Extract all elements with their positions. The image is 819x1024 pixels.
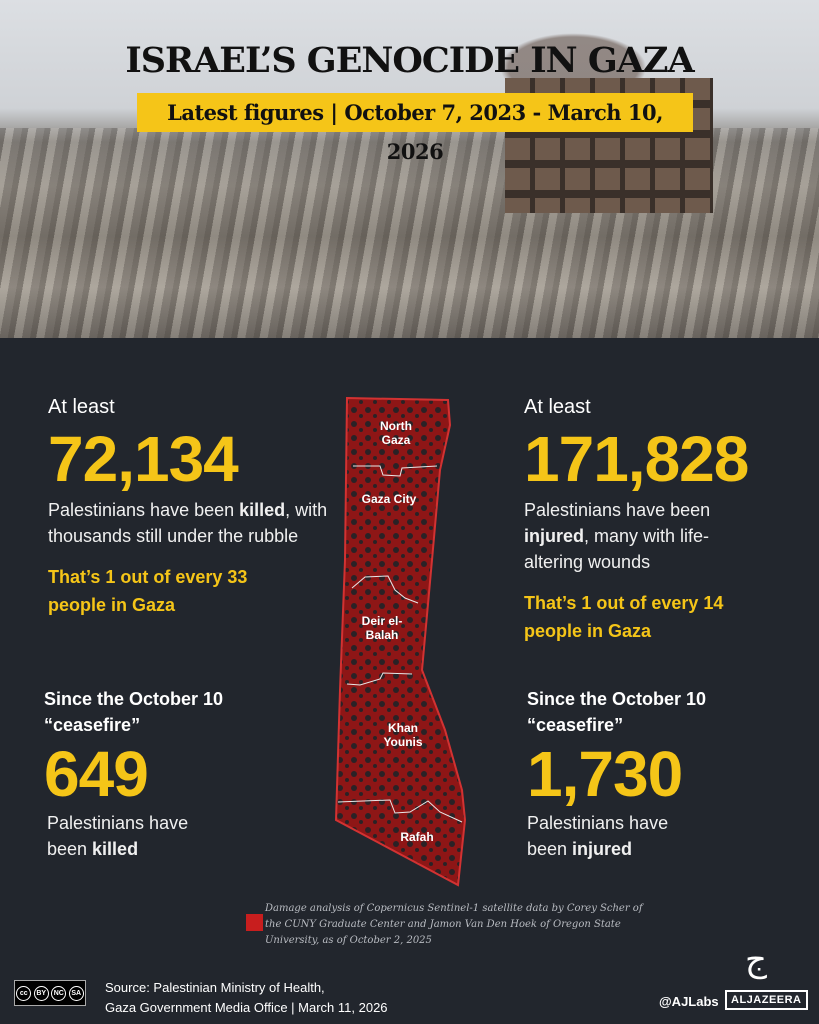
ceasefire-killed-number: 649 (44, 738, 149, 810)
source-text: Source: Palestinian Ministry of Health, G… (105, 980, 388, 1015)
map-label-gaza-city: Gaza City (361, 492, 417, 506)
ceasefire-injured-number: 1,730 (527, 738, 683, 810)
map-label-north-gaza: North Gaza (380, 419, 412, 447)
map-label-rafah: Rafah (400, 830, 434, 844)
aljazeera-calligraphy-icon: ج (745, 941, 767, 979)
killed-label: At least (48, 396, 115, 418)
creative-commons-badge: cc BY NC SA (14, 980, 86, 1006)
border-north (353, 465, 438, 477)
injured-stat: At least 171,828 Palestinians have been … (524, 396, 754, 645)
date-range-banner: Latest figures | October 7, 2023 - March… (137, 93, 693, 164)
border-middle (346, 672, 413, 686)
injured-label: At least (524, 396, 591, 418)
page-title: ISRAEL’S GENOCIDE IN GAZA (125, 40, 694, 81)
border-south (337, 799, 463, 823)
ceasefire-killed-desc: Palestinians have been killed (47, 813, 189, 859)
damage-legend-note: Damage analysis of Copernicus Sentinel-1… (265, 903, 643, 946)
ceasefire-killed-stat: Since the October 10 “ceasefire” 649 Pal… (44, 686, 254, 862)
map-label-deir-el-balah: Deir el-Balah (361, 614, 403, 642)
ajlabs-handle: @AJLabs (659, 994, 719, 1009)
map-label-khan-younis: Khan Younis (383, 721, 423, 749)
aljazeera-logo: ALJAZEERA (725, 990, 808, 1010)
injured-ratio: That’s 1 out of every 14 people in Gaza (524, 593, 724, 641)
damage-legend-swatch (246, 914, 263, 931)
killed-desc: Palestinians have been killed, with thou… (48, 500, 328, 546)
killed-stat: At least 72,134 Palestinians have been k… (48, 396, 328, 619)
gaza-strip-outline (334, 396, 467, 887)
killed-number: 72,134 (48, 423, 239, 495)
ceasefire-injured-label: Since the October 10 “ceasefire” (527, 689, 707, 735)
injured-number: 171,828 (524, 423, 749, 495)
injured-desc: Palestinians have been injured, many wit… (524, 500, 711, 572)
border-central (351, 575, 419, 604)
ceasefire-killed-label: Since the October 10 “ceasefire” (44, 689, 224, 735)
ceasefire-injured-stat: Since the October 10 “ceasefire” 1,730 P… (527, 686, 737, 862)
killed-ratio: That’s 1 out of every 33 people in Gaza (48, 567, 248, 615)
ceasefire-injured-desc: Palestinians have been injured (527, 813, 669, 859)
